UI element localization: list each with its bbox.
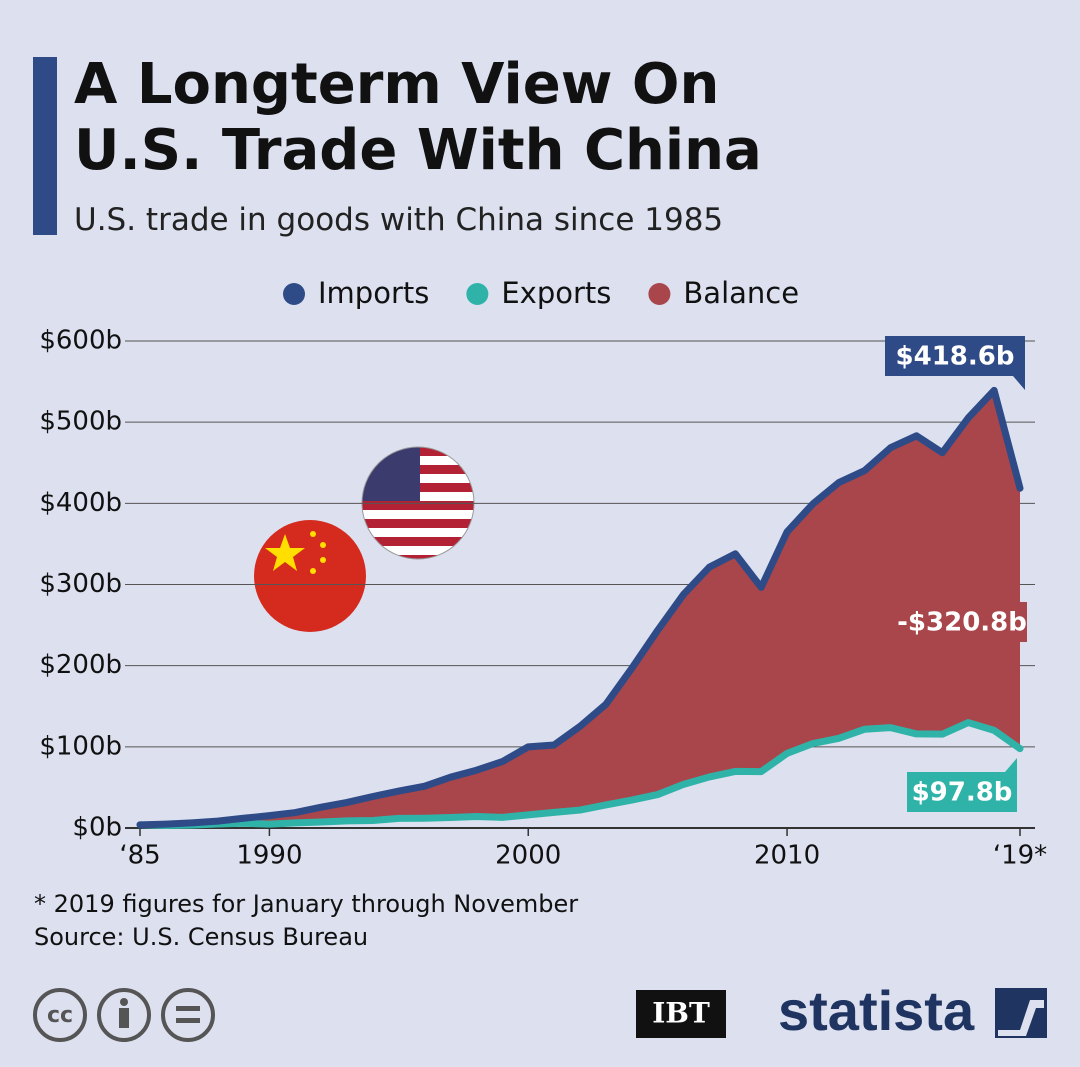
cc-icon: cc — [47, 1003, 73, 1028]
y-tick-label: $300b — [39, 569, 122, 599]
y-tick-label: $500b — [39, 407, 122, 437]
value-label: -$320.8b — [897, 602, 1027, 642]
value-label-box — [897, 602, 1027, 642]
value-label-text: -$320.8b — [897, 608, 1027, 638]
value-label-text: $97.8b — [912, 778, 1013, 808]
title-bar — [33, 57, 57, 235]
y-tick-label: $0b — [72, 813, 122, 843]
value-label-text: $418.6b — [896, 342, 1015, 372]
legend-marker — [283, 283, 305, 305]
x-tick-label: 1990 — [236, 841, 302, 871]
value-label-box — [907, 772, 1017, 812]
footnote: * 2019 figures for January through Novem… — [34, 890, 578, 918]
source: Source: U.S. Census Bureau — [34, 923, 368, 951]
statista-logo: statista — [778, 979, 975, 1042]
legend-label: Imports — [318, 276, 429, 310]
value-label-box — [885, 336, 1025, 376]
x-tick-label: ‘85 — [119, 841, 160, 871]
china-flag — [254, 520, 366, 632]
statista-icon — [995, 988, 1047, 1038]
legend-label: Balance — [683, 276, 799, 310]
legend-label: Exports — [501, 276, 611, 310]
chart-title: A Longterm View On U.S. Trade With China — [74, 52, 762, 183]
balance-area — [140, 390, 1020, 826]
license-icons: cc — [33, 988, 215, 1042]
x-tick-label: ‘19* — [993, 841, 1047, 871]
legend-marker — [648, 283, 671, 305]
ibt-logo-box — [636, 990, 726, 1038]
y-tick-label: $600b — [39, 326, 122, 356]
x-tick-label: 2000 — [495, 841, 561, 871]
us-flag — [361, 446, 475, 560]
value-label: $97.8b — [907, 758, 1017, 812]
x-tick-label: 2010 — [754, 841, 820, 871]
legend-marker — [466, 283, 489, 305]
imports-line — [136, 386, 1024, 829]
chart-subtitle: U.S. trade in goods with China since 198… — [74, 202, 724, 238]
ibt-logo: IBT — [652, 997, 710, 1030]
y-tick-label: $200b — [39, 650, 122, 680]
value-label-pointer — [1013, 376, 1025, 390]
exports-line — [136, 719, 1024, 829]
value-label-pointer — [1005, 758, 1017, 772]
y-tick-label: $400b — [39, 488, 122, 518]
y-tick-label: $100b — [39, 731, 122, 761]
value-label: $418.6b — [885, 336, 1025, 390]
